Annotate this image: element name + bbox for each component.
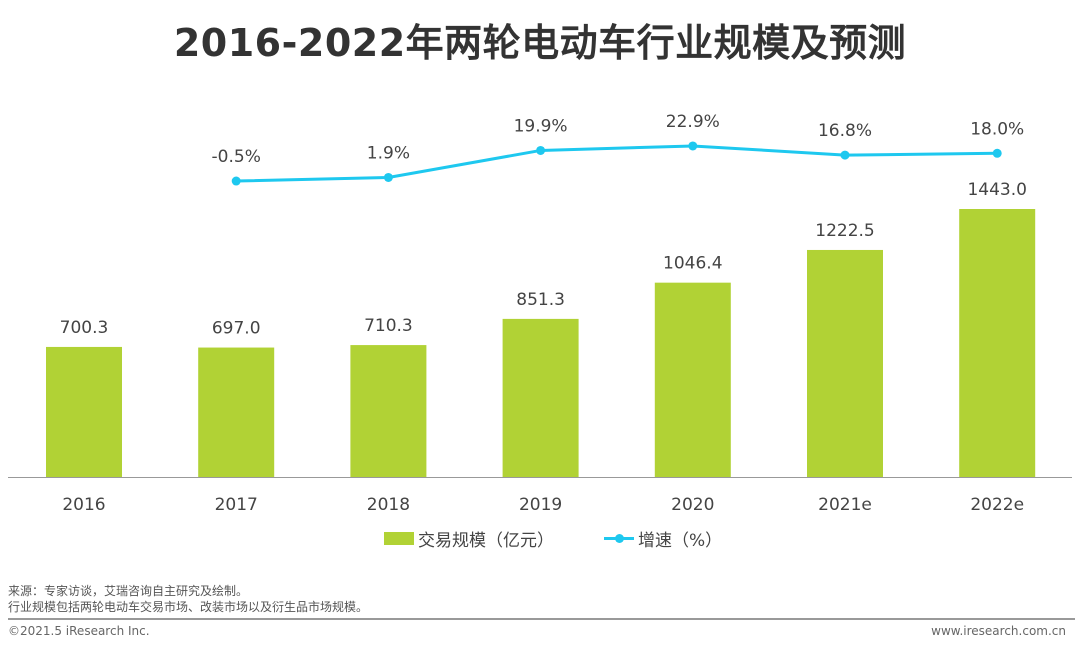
bar-label-2022e: 1443.0 xyxy=(967,180,1026,200)
website: www.iresearch.com.cn xyxy=(931,624,1066,638)
growth-point-2020 xyxy=(688,141,698,151)
growth-line xyxy=(236,144,998,183)
legend-line-label: 增速（%） xyxy=(638,531,723,551)
legend-line-swatch xyxy=(604,534,634,543)
x-tick-2017: 2017 xyxy=(215,495,258,515)
bar-2016 xyxy=(46,346,122,477)
x-tick-2022e: 2022e xyxy=(970,495,1024,515)
copyright: ©2021.5 iResearch Inc. xyxy=(8,624,150,638)
bar-label-2021e: 1222.5 xyxy=(815,221,874,241)
x-tick-2016: 2016 xyxy=(62,495,105,515)
bar-2020 xyxy=(654,282,731,477)
bar-2021e xyxy=(807,249,883,477)
legend-bar-swatch xyxy=(384,532,414,545)
bar-2018 xyxy=(350,345,427,477)
bar-2022e xyxy=(959,209,1036,477)
scope-note: 行业规模包括两轮电动车交易市场、改装市场以及衍生品市场规模。 xyxy=(8,600,369,614)
bar-label-2016: 700.3 xyxy=(60,318,109,338)
bar-2019 xyxy=(502,318,579,477)
growth-label-2018: 1.9% xyxy=(367,143,410,163)
x-tick-2018: 2018 xyxy=(367,495,410,515)
chart-svg: 700.3 2016 697.0 2017 710.3 2018 851.3 2019 1046… xyxy=(8,112,1072,515)
growth-label-2022e: 18.0% xyxy=(970,119,1024,139)
footer-divider xyxy=(8,618,1075,620)
chart-title: 2016-2022年两轮电动车行业规模及预测 xyxy=(173,21,907,65)
growth-point-2017 xyxy=(231,176,241,186)
growth-point-2022e xyxy=(992,148,1002,158)
bar-label-2020: 1046.4 xyxy=(663,254,722,274)
bar-2017 xyxy=(198,347,275,477)
growth-label-2020: 22.9% xyxy=(666,112,720,132)
growth-label-2019: 19.9% xyxy=(514,116,568,136)
growth-point-2021e xyxy=(840,150,850,160)
growth-point-2018 xyxy=(383,172,393,182)
growth-point-2019 xyxy=(536,145,546,155)
growth-label-2017: -0.5% xyxy=(212,147,261,167)
x-tick-2020: 2020 xyxy=(671,495,714,515)
bar-label-2018: 710.3 xyxy=(364,316,413,336)
x-tick-2019: 2019 xyxy=(519,495,562,515)
x-tick-2021e: 2021e xyxy=(818,495,872,515)
growth-label-2021e: 16.8% xyxy=(818,121,872,141)
legend: 交易规模（亿元） 增速（%） xyxy=(384,526,722,551)
bar-label-2019: 851.3 xyxy=(516,290,565,310)
source-note: 来源：专家访谈，艾瑞咨询自主研究及绘制。 xyxy=(8,584,249,598)
bar-label-2017: 697.0 xyxy=(212,319,261,339)
legend-bar-label: 交易规模（亿元） xyxy=(418,531,554,551)
